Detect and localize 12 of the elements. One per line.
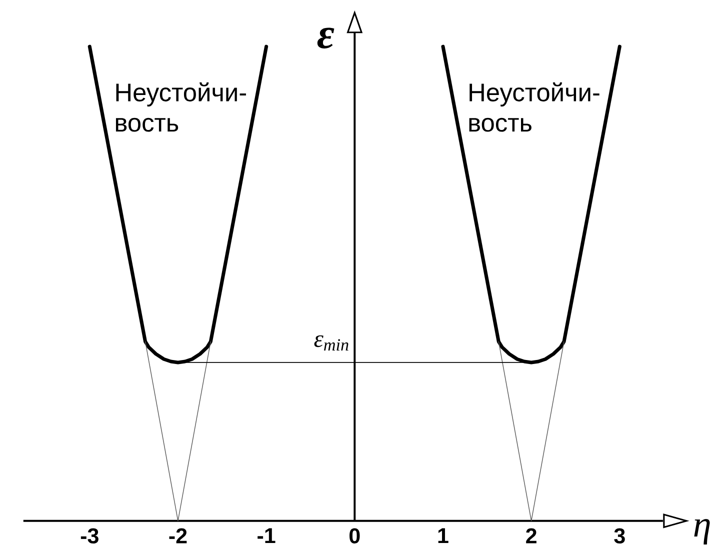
- x-tick-label: 1: [438, 528, 448, 543]
- annotation: Неустойчи-вость: [116, 82, 246, 132]
- x-tick-label: -1: [258, 528, 276, 543]
- x-tick-label: 2: [526, 528, 536, 544]
- ref-line-label: ε$_{min}$: [314, 335, 348, 350]
- y-axis-title: ε: [317, 28, 334, 48]
- x-tick-label: -2: [169, 528, 187, 544]
- x-tick-label: -3: [80, 528, 98, 544]
- x-axis-title: η: [694, 518, 710, 544]
- x-tick-label: 0: [350, 528, 360, 544]
- annotation: Неустойчи-вость: [469, 82, 600, 132]
- x-tick-label: 3: [614, 528, 625, 544]
